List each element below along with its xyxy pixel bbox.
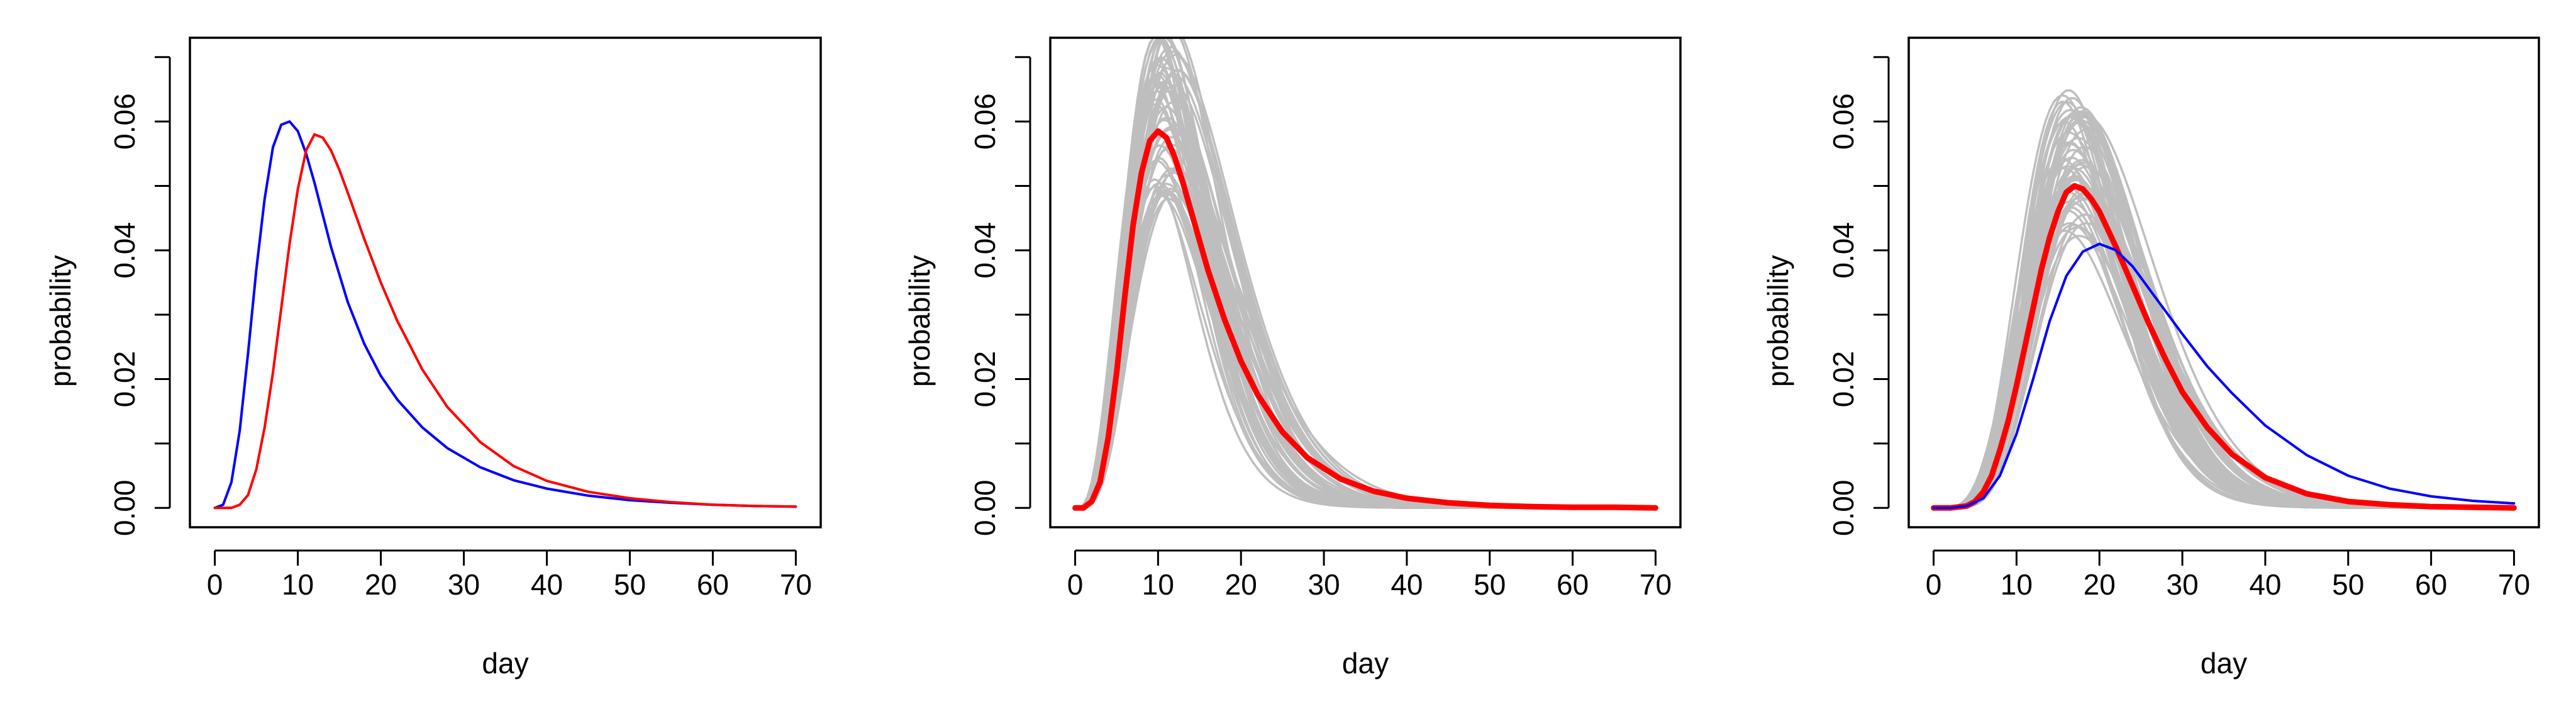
ensemble-line [1075, 90, 1656, 510]
chart-panel-left: 0 10 20 30 40 50 60 70 day 0.00 0.02 0.04 0.06 probab… [44, 36, 822, 680]
plot-frame [1907, 36, 2540, 529]
chart-panel-middle: 0 10 20 30 40 50 60 70 day 0.00 0.02 0.04 0.06 probab… [903, 36, 1682, 680]
y-axis: 0.00 0.02 0.04 0.06 probability [44, 56, 171, 537]
ensemble-line [1075, 182, 1656, 510]
ensemble-line [1075, 167, 1656, 510]
ensemble-line [1075, 71, 1656, 510]
ensemble-line [1075, 59, 1656, 510]
ensemble-line [1075, 194, 1656, 510]
x-tick-label: 60 [1557, 568, 1589, 601]
y-tick-label: 0.06 [969, 93, 1001, 150]
ensemble-line [1075, 174, 1656, 510]
series-line-red [213, 133, 797, 510]
x-tick-label: 70 [780, 568, 812, 601]
x-axis: 0 10 20 30 40 50 60 70 day [207, 549, 812, 680]
ensemble-line [1075, 106, 1656, 510]
ensemble-line [1075, 189, 1656, 510]
ensemble-line [1075, 191, 1656, 510]
y-tick-label: 0.04 [108, 222, 141, 279]
ensemble-line [1075, 185, 1656, 510]
ensemble-line [1075, 159, 1656, 510]
x-tick-label: 70 [2498, 568, 2530, 601]
ensemble-line [1075, 191, 1656, 510]
plot-area [1072, 38, 1658, 511]
x-tick-label: 50 [1474, 568, 1506, 601]
x-axis-title: day [482, 647, 528, 680]
x-axis-title: day [2201, 647, 2247, 680]
plot-frame [189, 36, 822, 529]
x-tick-label: 30 [1307, 568, 1340, 601]
x-tick-label: 40 [1391, 568, 1423, 601]
ensemble-line [1075, 76, 1656, 510]
ensemble-line [1075, 38, 1656, 510]
ensemble-line [1075, 144, 1656, 510]
x-tick-label: 60 [2415, 568, 2447, 601]
ensemble-line [1075, 56, 1656, 510]
x-tick-label: 0 [207, 568, 223, 601]
y-axis-title: probability [44, 255, 77, 387]
y-tick-label: 0.02 [108, 351, 141, 408]
y-tick-label: 0.06 [108, 93, 141, 150]
x-tick-label: 20 [2084, 568, 2116, 601]
y-axis: 0.00 0.02 0.04 0.06 probability [903, 56, 1031, 537]
x-tick-label: 50 [614, 568, 646, 601]
ensemble-line [1075, 189, 1656, 510]
x-axis: 0 10 20 30 40 50 60 70 day [1067, 549, 1672, 680]
x-tick-label: 70 [1640, 568, 1672, 601]
y-axis-title: probability [1762, 255, 1794, 387]
ensemble-line [1075, 157, 1656, 510]
y-tick-label: 0.00 [1827, 480, 1860, 537]
plot-area [1931, 89, 2517, 511]
series-line-blue [213, 120, 797, 510]
x-tick-label: 30 [2166, 568, 2198, 601]
plot-frame [1049, 36, 1682, 529]
y-tick-label: 0.04 [969, 222, 1001, 279]
x-tick-label: 40 [2249, 568, 2281, 601]
x-tick-label: 0 [1926, 568, 1942, 601]
ensemble-line [1075, 58, 1656, 510]
ensemble-line [1075, 98, 1656, 510]
x-tick-label: 40 [531, 568, 563, 601]
series-line-red [1072, 128, 1658, 511]
y-axis-title: probability [903, 255, 936, 387]
y-tick-label: 0.00 [969, 480, 1001, 537]
y-tick-label: 0.04 [1827, 222, 1860, 279]
x-tick-label: 20 [365, 568, 397, 601]
ensemble-line [1075, 53, 1656, 510]
ensemble-line [1075, 73, 1656, 510]
x-tick-label: 20 [1225, 568, 1257, 601]
ensemble-line [1075, 85, 1656, 510]
ensemble-line [1075, 198, 1656, 510]
ensemble-line [1075, 72, 1656, 510]
ensemble-line [1075, 168, 1656, 510]
ensemble-line [1075, 57, 1656, 510]
ensemble-line [1075, 187, 1656, 510]
ensemble-line [1075, 84, 1656, 510]
ensemble-line [1075, 178, 1656, 510]
ensemble-line [1075, 169, 1656, 510]
x-axis: 0 10 20 30 40 50 60 70 day [1926, 549, 2530, 680]
x-tick-label: 30 [448, 568, 480, 601]
y-tick-label: 0.06 [1827, 93, 1860, 150]
y-tick-label: 0.00 [108, 480, 141, 537]
ensemble-line [1075, 182, 1656, 510]
x-tick-label: 10 [2001, 568, 2033, 601]
series-line-blue [1932, 242, 2516, 510]
plot-area [213, 120, 797, 510]
y-tick-label: 0.02 [969, 351, 1001, 408]
series-line-red [1931, 182, 2517, 511]
ensemble-line [1075, 171, 1656, 510]
x-tick-label: 50 [2332, 568, 2364, 601]
ensemble-line [1075, 143, 1656, 510]
x-axis-title: day [1342, 647, 1389, 680]
y-tick-label: 0.02 [1827, 351, 1860, 408]
chart-panel-right: 0 10 20 30 40 50 60 70 day 0.00 0.02 0.04 0.06 probab… [1762, 36, 2540, 680]
y-axis: 0.00 0.02 0.04 0.06 probability [1762, 56, 1890, 537]
x-tick-label: 0 [1067, 568, 1084, 601]
x-tick-label: 60 [697, 568, 729, 601]
x-tick-label: 10 [282, 568, 314, 601]
x-tick-label: 10 [1142, 568, 1174, 601]
